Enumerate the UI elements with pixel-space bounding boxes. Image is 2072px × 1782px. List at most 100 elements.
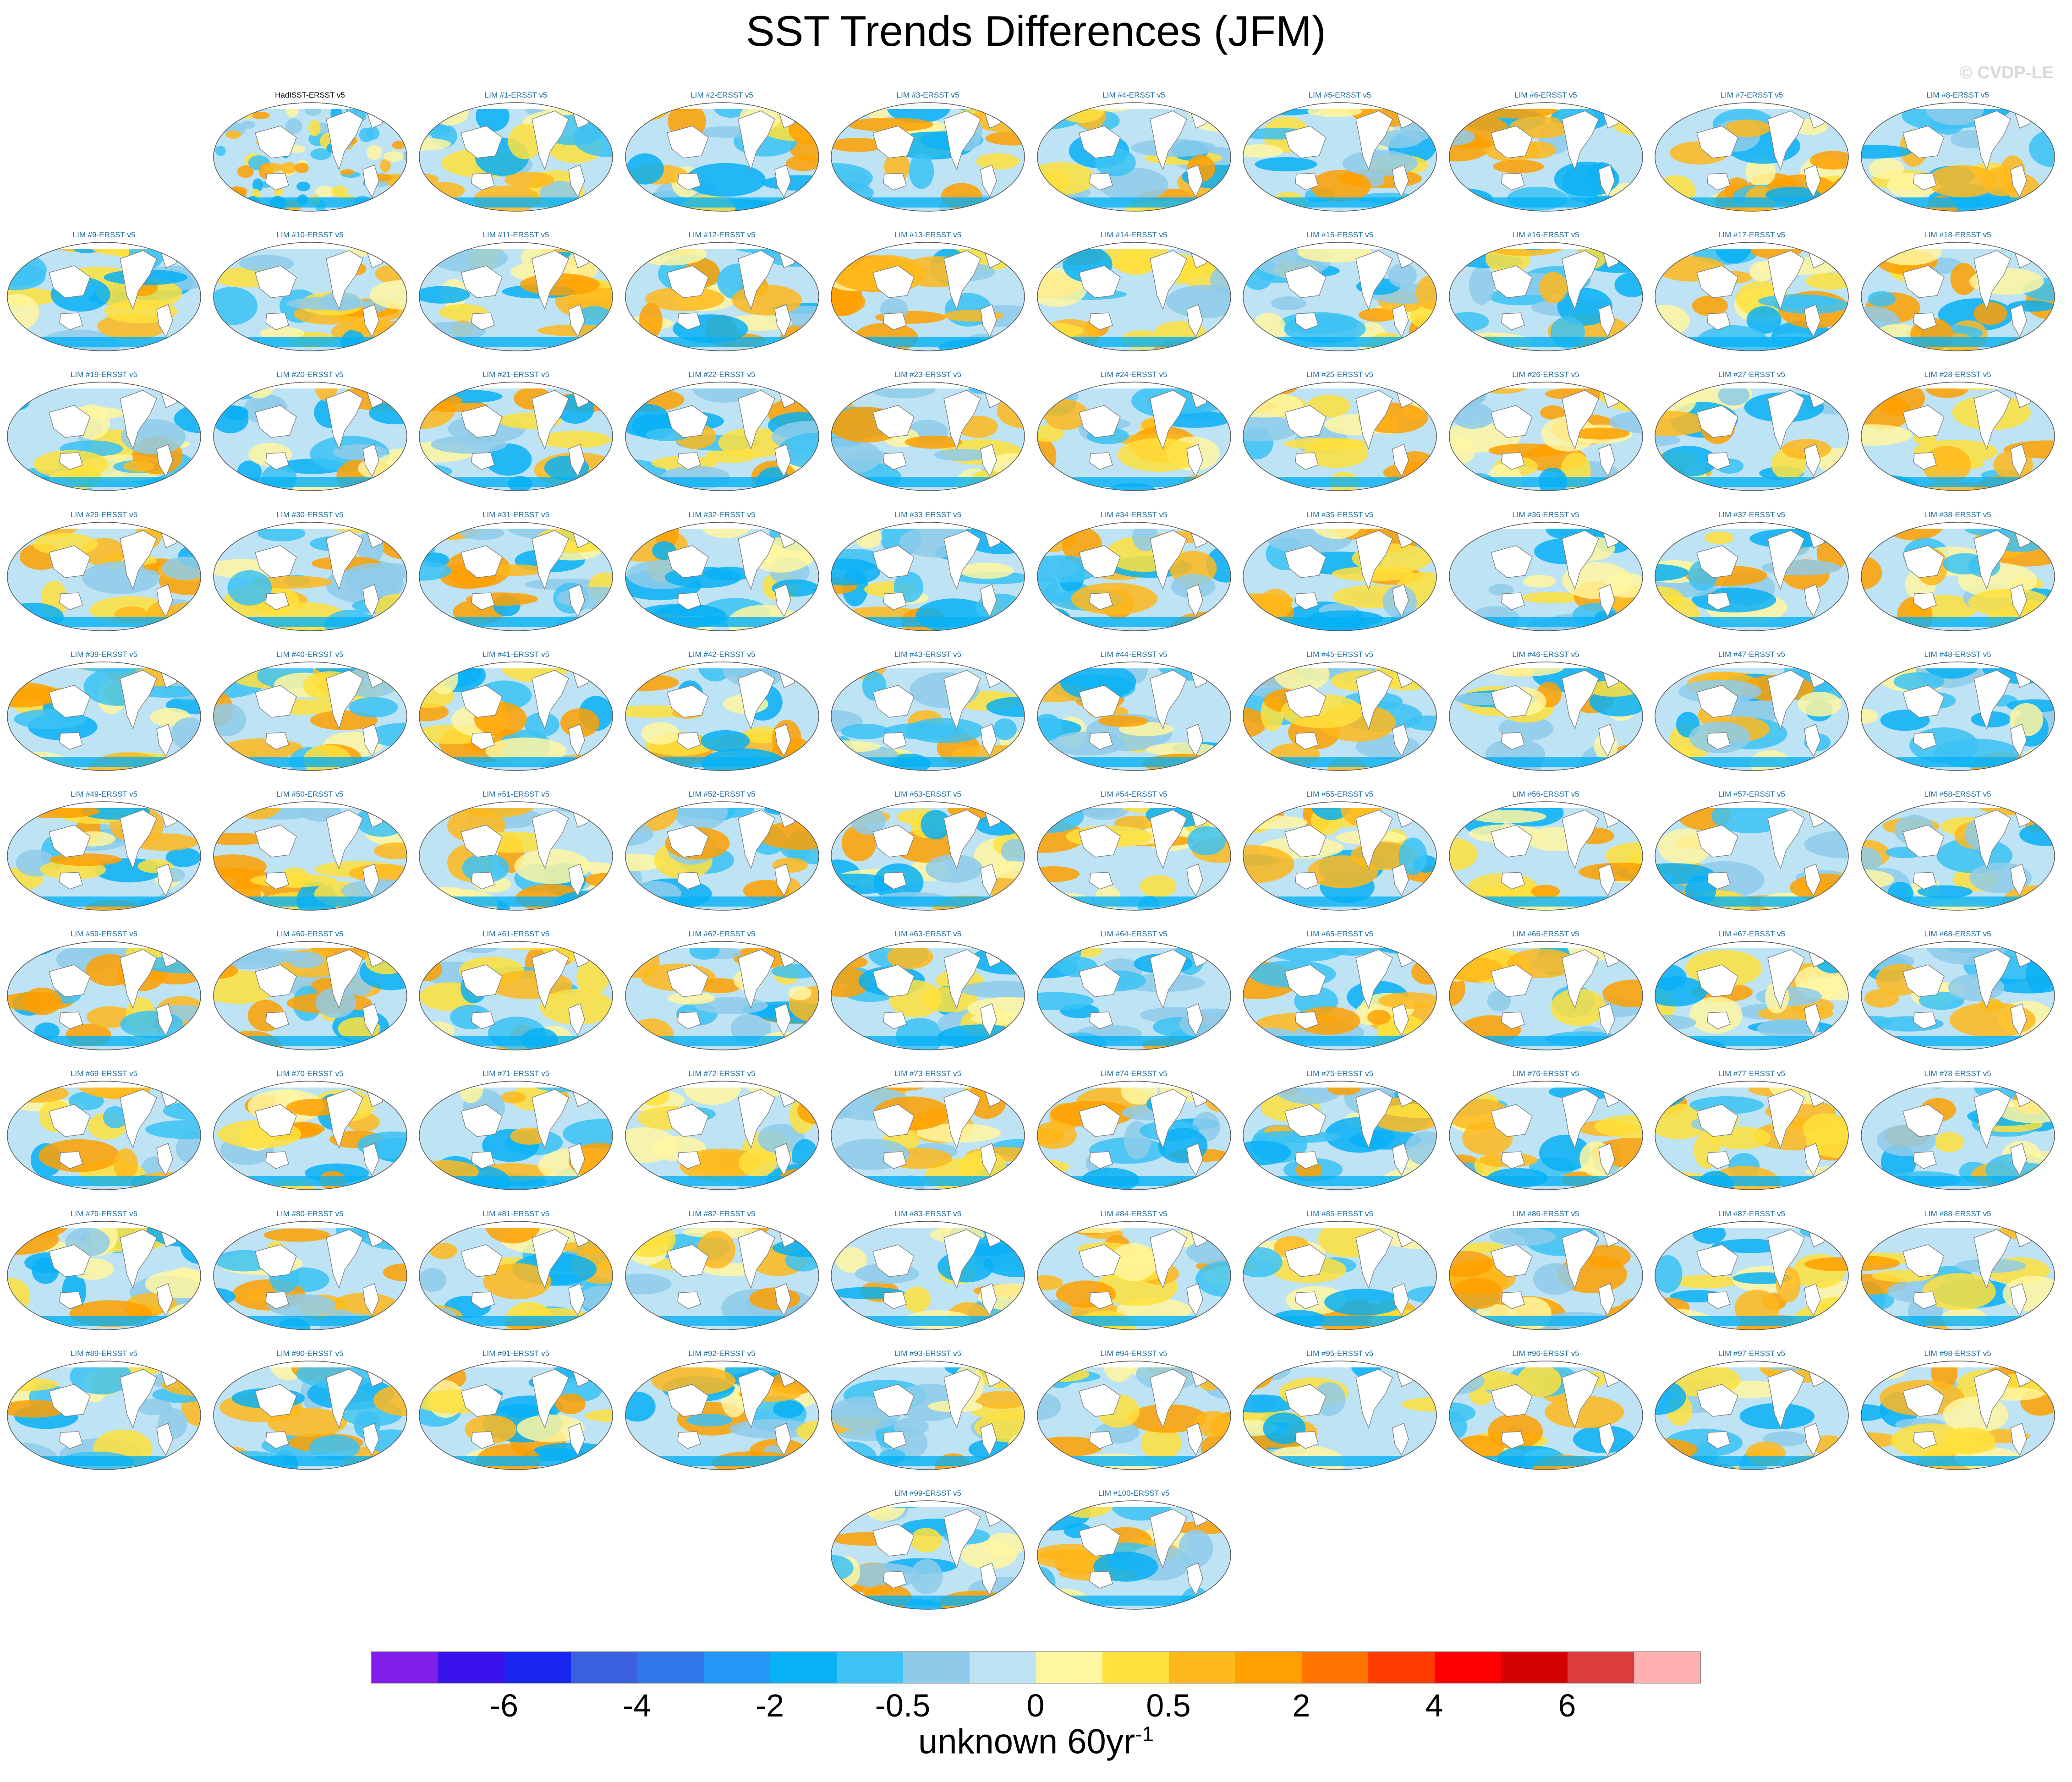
land-mask	[980, 723, 997, 757]
sst-map	[419, 242, 613, 351]
land-mask	[1501, 1431, 1525, 1449]
land-mask	[883, 312, 907, 330]
map-panel: LIM #71-ERSST v5	[417, 1069, 614, 1192]
map-panel: LIM #98-ERSST v5	[1859, 1349, 2056, 1472]
sst-map	[213, 661, 407, 771]
sst-anomaly-blob	[555, 1393, 586, 1414]
sst-anomaly-blob	[1655, 1221, 1681, 1238]
land-mask	[1089, 1291, 1113, 1309]
land-mask	[1295, 1011, 1319, 1029]
southern-ocean-band	[1449, 477, 1643, 487]
map-panel: LIM #73-ERSST v5	[829, 1069, 1026, 1192]
land-mask	[1696, 405, 1738, 438]
panel-title: LIM #100-ERSST v5	[1098, 1489, 1170, 1498]
arctic-mask	[1861, 1361, 2055, 1367]
land-mask	[1490, 825, 1533, 858]
land-mask	[1089, 312, 1113, 330]
arctic-mask	[213, 1221, 407, 1228]
map-panel: LIM #9-ERSST v5	[5, 230, 203, 354]
land-mask	[1561, 390, 1599, 450]
map-panel: LIM #70-ERSST v5	[212, 1069, 409, 1192]
sst-map	[7, 801, 201, 911]
map-outline	[1036, 1081, 1231, 1191]
land-mask	[1902, 685, 1945, 718]
sst-map	[419, 801, 613, 911]
land-mask	[254, 685, 297, 718]
land-mask	[872, 265, 915, 298]
sst-anomaly-blob	[1861, 145, 1912, 159]
southern-ocean-band	[831, 477, 1025, 487]
land-mask	[59, 1011, 83, 1029]
land-mask	[943, 949, 981, 1010]
arctic-mask	[1243, 802, 1436, 808]
southern-ocean-band	[419, 477, 613, 487]
land-mask	[1089, 592, 1113, 610]
land-mask	[943, 809, 981, 869]
sst-anomaly-blob	[366, 126, 379, 140]
arctic-mask	[1037, 1081, 1231, 1088]
sst-anomaly-blob	[1411, 197, 1435, 211]
land-mask	[1561, 949, 1599, 1010]
sst-map	[7, 1081, 201, 1191]
map-outline	[1036, 661, 1231, 771]
colorbar-swatch	[837, 1652, 903, 1683]
sst-anomaly-blob	[998, 1596, 1025, 1609]
map-panel: LIM #63-ERSST v5	[829, 929, 1026, 1053]
sst-map	[213, 1361, 407, 1470]
land-mask	[883, 732, 907, 750]
land-mask	[872, 1384, 915, 1417]
sst-map	[1036, 1220, 1231, 1330]
sst-anomaly-blob	[315, 186, 335, 197]
sst-anomaly-blob	[976, 153, 1020, 169]
sst-anomaly-blob	[1745, 157, 1776, 186]
colorbar-swatch	[504, 1652, 571, 1683]
sst-anomaly-blob	[1692, 295, 1728, 317]
land-mask	[737, 809, 775, 869]
land-mask	[883, 592, 907, 610]
arctic-mask	[213, 382, 407, 389]
land-mask	[254, 265, 297, 298]
land-mask	[1186, 164, 1203, 198]
colorbar-swatch	[1302, 1652, 1368, 1683]
southern-ocean-band	[831, 1036, 1025, 1047]
sst-anomaly-blob	[626, 153, 664, 185]
land-mask	[943, 1229, 981, 1289]
sst-anomaly-blob	[419, 1021, 455, 1040]
sst-anomaly-blob	[181, 382, 201, 398]
sst-anomaly-blob	[785, 155, 819, 171]
arctic-mask	[7, 1361, 201, 1367]
land-mask	[1902, 964, 1945, 997]
land-mask	[1973, 670, 2011, 730]
land-mask	[1707, 173, 1731, 191]
land-mask	[1149, 809, 1187, 869]
map-panel: LIM #18-ERSST v5	[1859, 230, 2056, 354]
southern-ocean-band	[1243, 1036, 1436, 1047]
land-mask	[1913, 1151, 1937, 1170]
sst-anomaly-blob	[1824, 333, 1848, 351]
land-mask	[1089, 1011, 1113, 1029]
map-outline	[1448, 1220, 1643, 1330]
map-panel: LIM #29-ERSST v5	[5, 510, 203, 634]
sst-anomaly-blob	[333, 444, 388, 461]
map-panel: LIM #62-ERSST v5	[624, 929, 821, 1053]
land-mask	[1284, 825, 1327, 858]
sst-anomaly-blob	[251, 111, 269, 120]
land-mask	[325, 110, 363, 170]
sst-anomaly-blob	[428, 382, 455, 399]
panel-title: LIM #69-ERSST v5	[70, 1069, 138, 1078]
southern-ocean-band	[831, 197, 1025, 208]
sst-anomaly-blob	[1001, 839, 1025, 863]
arctic-mask	[213, 1361, 407, 1367]
southern-ocean-band	[419, 337, 613, 348]
arctic-mask	[419, 802, 613, 808]
sst-anomaly-blob	[831, 137, 887, 152]
land-mask	[1804, 864, 1821, 897]
map-panel: LIM #22-ERSST v5	[624, 370, 821, 493]
sst-map	[831, 521, 1025, 631]
sst-anomaly-blob	[1718, 385, 1750, 406]
sst-anomaly-blob	[700, 730, 750, 752]
land-mask	[568, 1283, 585, 1317]
land-mask	[1696, 1104, 1738, 1137]
arctic-mask	[1037, 522, 1231, 529]
arctic-mask	[1449, 242, 1643, 249]
